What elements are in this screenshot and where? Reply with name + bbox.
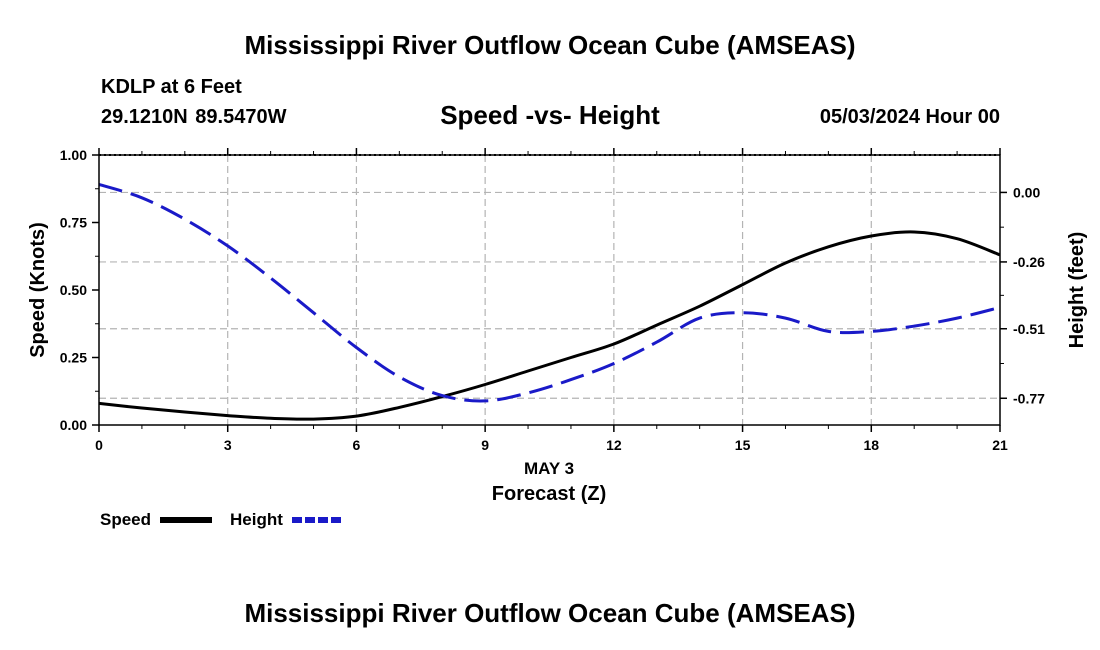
y-right-tick-label: -0.51 (1013, 321, 1045, 337)
y-right-tick-label: 0.00 (1013, 184, 1040, 200)
x-axis-label: Forecast (Z) (492, 483, 606, 505)
series-layer (98, 182, 1001, 421)
forecast-datetime: 05/03/2024 Hour 00 (819, 106, 1000, 128)
y-axis-left-label: Speed (Knots) (27, 222, 49, 358)
chart-subtitle: Speed -vs- Height (440, 100, 660, 130)
y-left-tick-label: 0.75 (60, 215, 87, 231)
legend-label-height: Height (230, 510, 283, 529)
station-label: KDLP at 6 Feet (101, 76, 242, 98)
x-tick-label: 0 (95, 437, 103, 453)
y-left-tick-label: 0.00 (60, 417, 87, 433)
lat-lon-label: 29.1210N 89.5470W (101, 106, 287, 128)
axes: 0 3 6 9 12 15 18 21 0.00 0.25 0.50 0.75 1.00 0.00 -0.2… (60, 147, 1045, 453)
x-tick-label: 9 (481, 437, 489, 453)
x-tick-label: 15 (735, 437, 751, 453)
plot-frame (98, 154, 1001, 426)
legend-label-speed: Speed (100, 510, 151, 529)
chart-title: Mississippi River Outflow Ocean Cube (AM… (244, 30, 856, 60)
grid (99, 154, 1000, 425)
x-tick-label: 3 (224, 437, 232, 453)
legend: Speed Height (100, 510, 344, 529)
x-tick-label: 18 (863, 437, 879, 453)
x-tick-label: 6 (353, 437, 361, 453)
footer-title: Mississippi River Outflow Ocean Cube (AM… (244, 598, 856, 628)
y-axis-right-label: Height (feet) (1066, 232, 1088, 349)
y-right-tick-label: -0.26 (1013, 254, 1045, 270)
y-left-tick-label: 0.50 (60, 282, 87, 298)
x-tick-label: 12 (606, 437, 622, 453)
y-left-tick-label: 0.25 (60, 350, 87, 366)
series-line-height (98, 182, 1001, 403)
series-line-speed (98, 230, 1001, 421)
y-right-tick-label: -0.77 (1013, 390, 1045, 406)
y-left-tick-label: 1.00 (60, 147, 87, 163)
x-axis-date-label: MAY 3 (524, 459, 574, 478)
x-tick-label: 21 (992, 437, 1008, 453)
